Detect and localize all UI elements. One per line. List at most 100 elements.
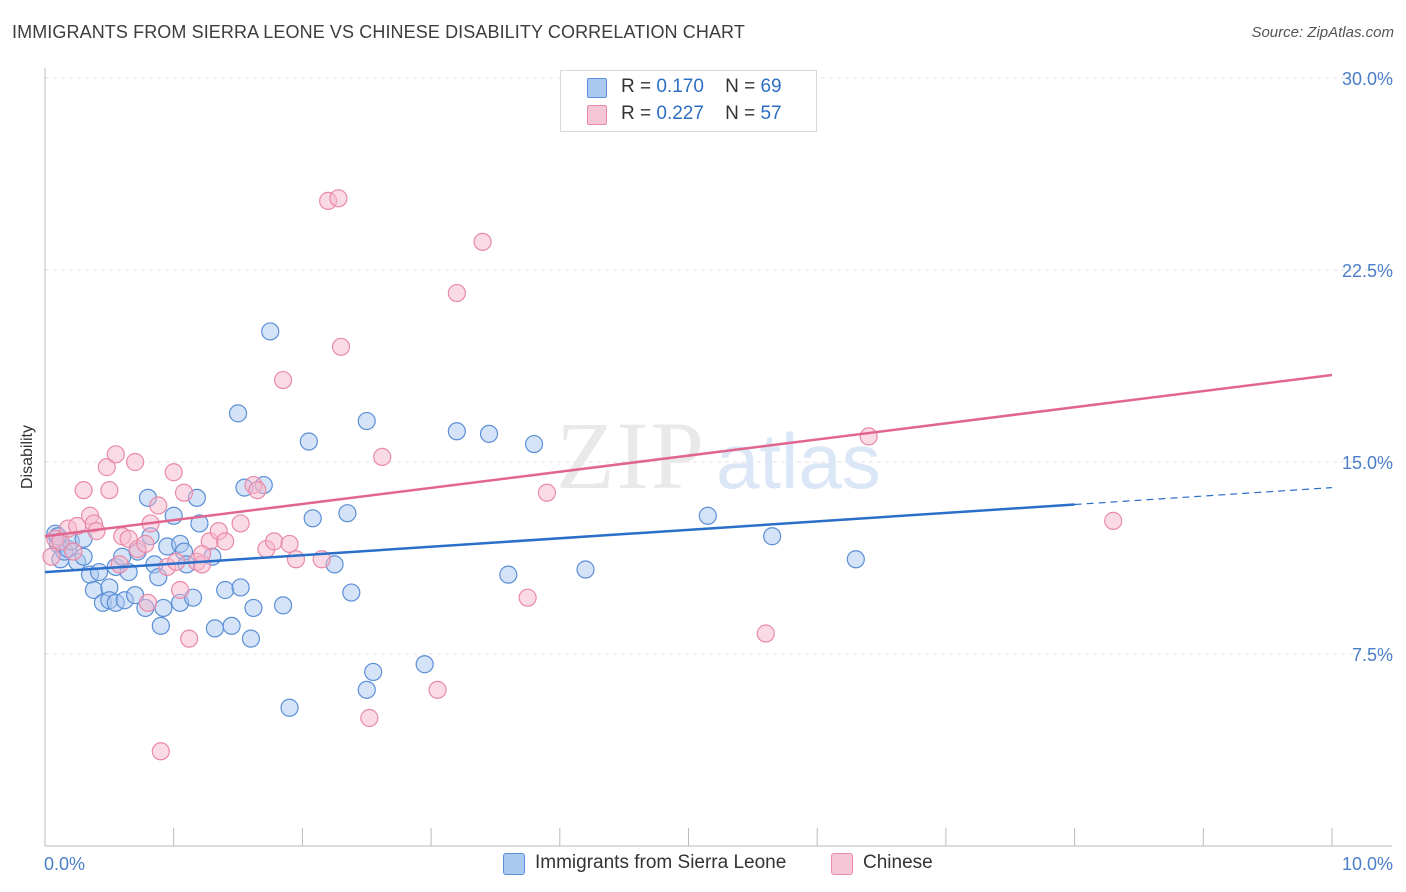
r-value: 0.227 bbox=[656, 103, 704, 124]
n-value: 57 bbox=[760, 103, 782, 124]
trend-line-sierra-leone bbox=[44, 503, 1075, 574]
point-sierra-leone bbox=[479, 424, 499, 443]
point-sierra-leone bbox=[244, 598, 263, 618]
point-sierra-leone bbox=[231, 578, 250, 597]
point-chinese bbox=[136, 534, 155, 554]
series-chinese-points bbox=[42, 189, 1123, 761]
point-chinese bbox=[180, 629, 199, 648]
point-chinese bbox=[171, 580, 190, 600]
point-sierra-leone bbox=[273, 596, 293, 615]
tick-labels: 7.5% 15.0% 22.5% 30.0% 0.0% 10.0% bbox=[44, 69, 1393, 874]
point-chinese bbox=[216, 532, 235, 551]
point-chinese bbox=[192, 545, 212, 564]
point-sierra-leone bbox=[280, 698, 299, 717]
legend-label: Immigrants from Sierra Leone bbox=[535, 852, 787, 873]
point-sierra-leone bbox=[364, 662, 383, 682]
point-chinese bbox=[280, 534, 299, 554]
y-tick-label: 22.5% bbox=[1342, 261, 1393, 281]
point-sierra-leone bbox=[576, 560, 595, 579]
point-chinese bbox=[360, 708, 379, 728]
point-sierra-leone bbox=[698, 506, 717, 525]
point-sierra-leone bbox=[222, 616, 241, 635]
point-sierra-leone bbox=[342, 583, 361, 602]
point-chinese bbox=[125, 452, 145, 472]
point-sierra-leone bbox=[357, 411, 376, 431]
legend-label: Chinese bbox=[863, 852, 933, 873]
chart-title: IMMIGRANTS FROM SIERRA LEONE VS CHINESE … bbox=[12, 22, 745, 42]
r-value: 0.170 bbox=[656, 76, 704, 97]
point-chinese bbox=[428, 680, 447, 699]
n-value: 69 bbox=[760, 76, 782, 97]
watermark-atlas: atlas bbox=[716, 417, 881, 505]
point-chinese bbox=[231, 514, 250, 533]
legend-swatch-pink bbox=[587, 105, 607, 125]
n-label: N = bbox=[725, 103, 756, 124]
x-tick-label: 10.0% bbox=[1342, 854, 1393, 874]
point-chinese bbox=[138, 593, 158, 612]
point-chinese bbox=[248, 481, 267, 500]
point-chinese bbox=[859, 427, 878, 446]
point-sierra-leone bbox=[846, 550, 865, 569]
point-chinese bbox=[97, 458, 116, 477]
point-chinese bbox=[164, 463, 183, 482]
point-chinese bbox=[110, 555, 129, 574]
point-sierra-leone bbox=[763, 527, 782, 546]
point-sierra-leone bbox=[154, 598, 173, 618]
legend-swatch-blue bbox=[503, 853, 525, 875]
stats-legend: R = 0.170 N = 69 R = 0.227 N = 57 bbox=[560, 70, 817, 132]
legend-swatch-blue bbox=[587, 78, 607, 98]
point-chinese bbox=[1104, 511, 1123, 530]
point-chinese bbox=[447, 283, 466, 303]
point-sierra-leone bbox=[499, 565, 518, 584]
n-label: N = bbox=[725, 76, 756, 97]
point-sierra-leone bbox=[89, 562, 109, 582]
point-chinese bbox=[74, 481, 93, 500]
point-chinese bbox=[64, 542, 83, 561]
trend-lines bbox=[44, 373, 1333, 574]
point-sierra-leone bbox=[299, 432, 318, 451]
point-chinese bbox=[756, 624, 775, 643]
point-chinese bbox=[373, 447, 392, 466]
point-chinese bbox=[174, 483, 194, 502]
point-chinese bbox=[537, 483, 557, 502]
point-sierra-leone bbox=[357, 680, 376, 699]
point-sierra-leone bbox=[415, 655, 434, 674]
trend-line-chinese bbox=[44, 373, 1333, 538]
point-sierra-leone bbox=[205, 619, 224, 638]
point-sierra-leone bbox=[190, 514, 209, 533]
point-chinese bbox=[264, 532, 284, 551]
series-legend: Immigrants from Sierra Leone Chinese bbox=[0, 852, 1406, 878]
x-tick-label: 0.0% bbox=[44, 854, 85, 874]
point-chinese bbox=[100, 481, 119, 500]
point-sierra-leone bbox=[303, 509, 322, 528]
y-tick-label: 30.0% bbox=[1342, 69, 1393, 89]
point-chinese bbox=[106, 445, 125, 464]
grid-lines bbox=[45, 77, 1392, 655]
point-sierra-leone bbox=[447, 422, 466, 441]
point-sierra-leone bbox=[151, 616, 170, 635]
r-label: R = bbox=[621, 103, 652, 124]
r-label: R = bbox=[621, 76, 652, 97]
point-chinese bbox=[273, 370, 293, 390]
point-sierra-leone bbox=[216, 580, 235, 600]
point-chinese bbox=[286, 550, 306, 569]
point-chinese bbox=[42, 547, 61, 566]
point-sierra-leone bbox=[524, 434, 544, 454]
point-chinese bbox=[473, 232, 492, 251]
point-sierra-leone bbox=[228, 404, 248, 423]
point-chinese bbox=[151, 742, 170, 761]
source-note: Source: ZipAtlas.com bbox=[1251, 24, 1394, 41]
point-chinese bbox=[329, 189, 348, 208]
point-chinese bbox=[331, 337, 351, 356]
watermark: ZIP atlas bbox=[556, 402, 881, 509]
point-sierra-leone bbox=[241, 629, 261, 648]
y-tick-label: 7.5% bbox=[1352, 645, 1393, 665]
trend-line-sierra-leone-extension bbox=[1074, 487, 1333, 506]
axes bbox=[44, 68, 1392, 847]
point-sierra-leone bbox=[338, 504, 357, 523]
point-sierra-leone bbox=[261, 322, 280, 341]
y-tick-label: 15.0% bbox=[1342, 453, 1393, 473]
legend-swatch-pink bbox=[831, 853, 853, 875]
point-chinese bbox=[149, 496, 168, 515]
